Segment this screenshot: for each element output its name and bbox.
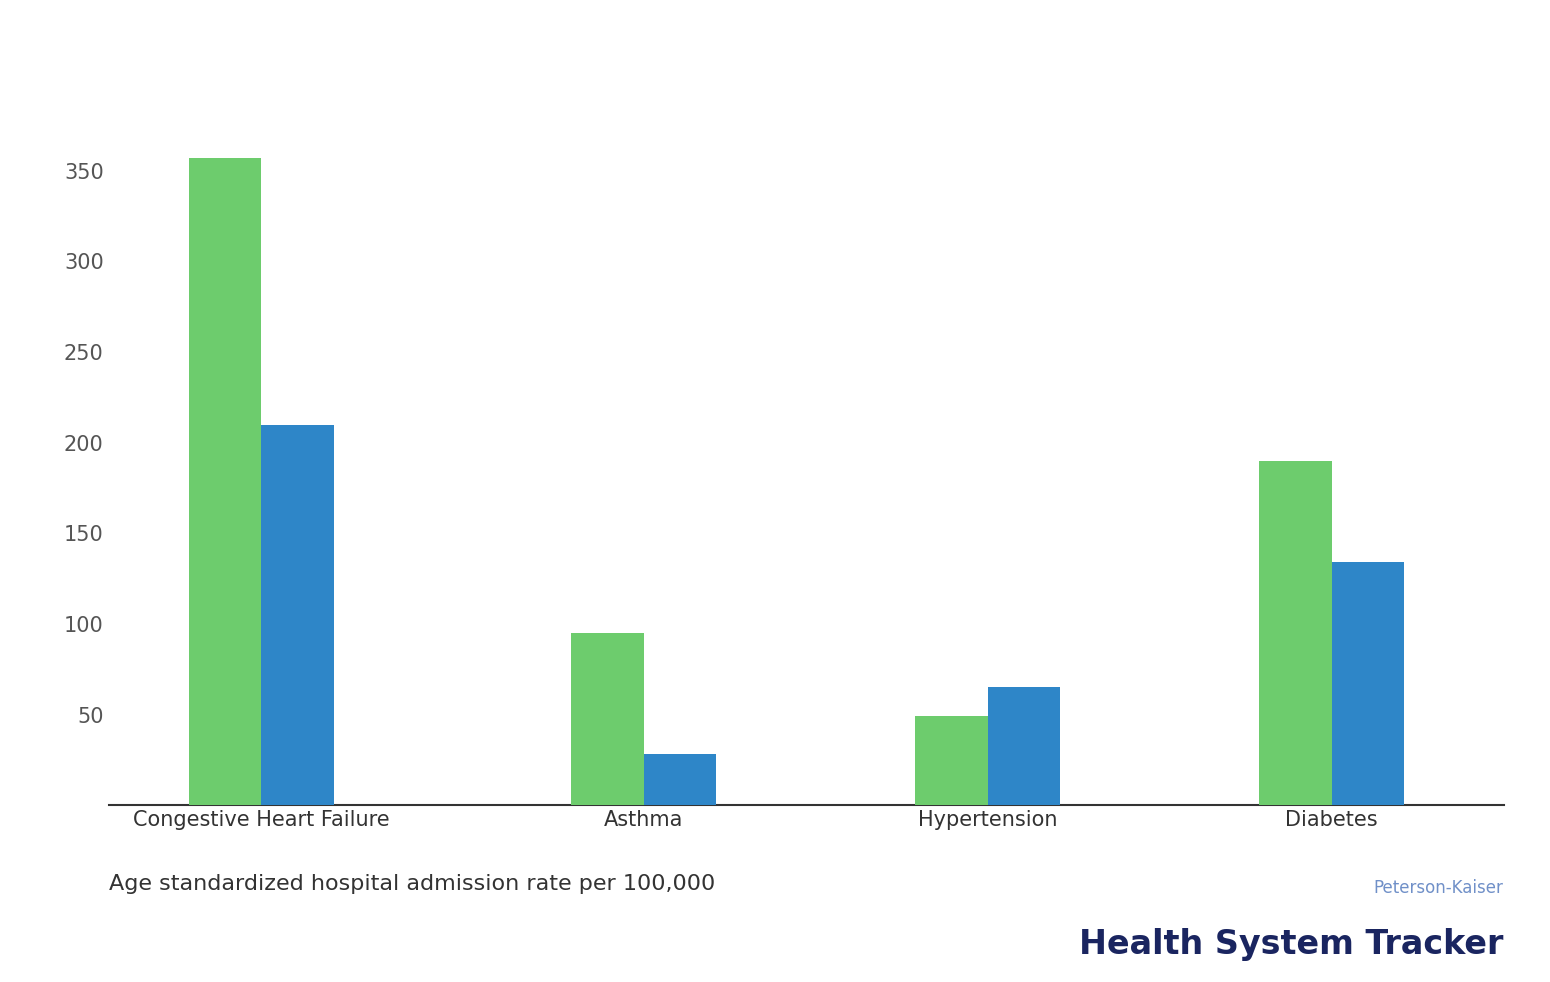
Bar [987,687,1060,805]
Text: Age standardized hospital admission rate per 100,000: Age standardized hospital admission rate… [109,874,715,894]
Bar [189,158,262,805]
Bar [1259,461,1331,805]
Text: Health System Tracker: Health System Tracker [1079,928,1504,961]
Bar [570,633,643,805]
Bar [914,717,987,805]
Bar [643,754,716,805]
Bar [262,424,333,805]
Text: Peterson-Kaiser: Peterson-Kaiser [1373,879,1504,897]
Bar [1331,563,1404,805]
